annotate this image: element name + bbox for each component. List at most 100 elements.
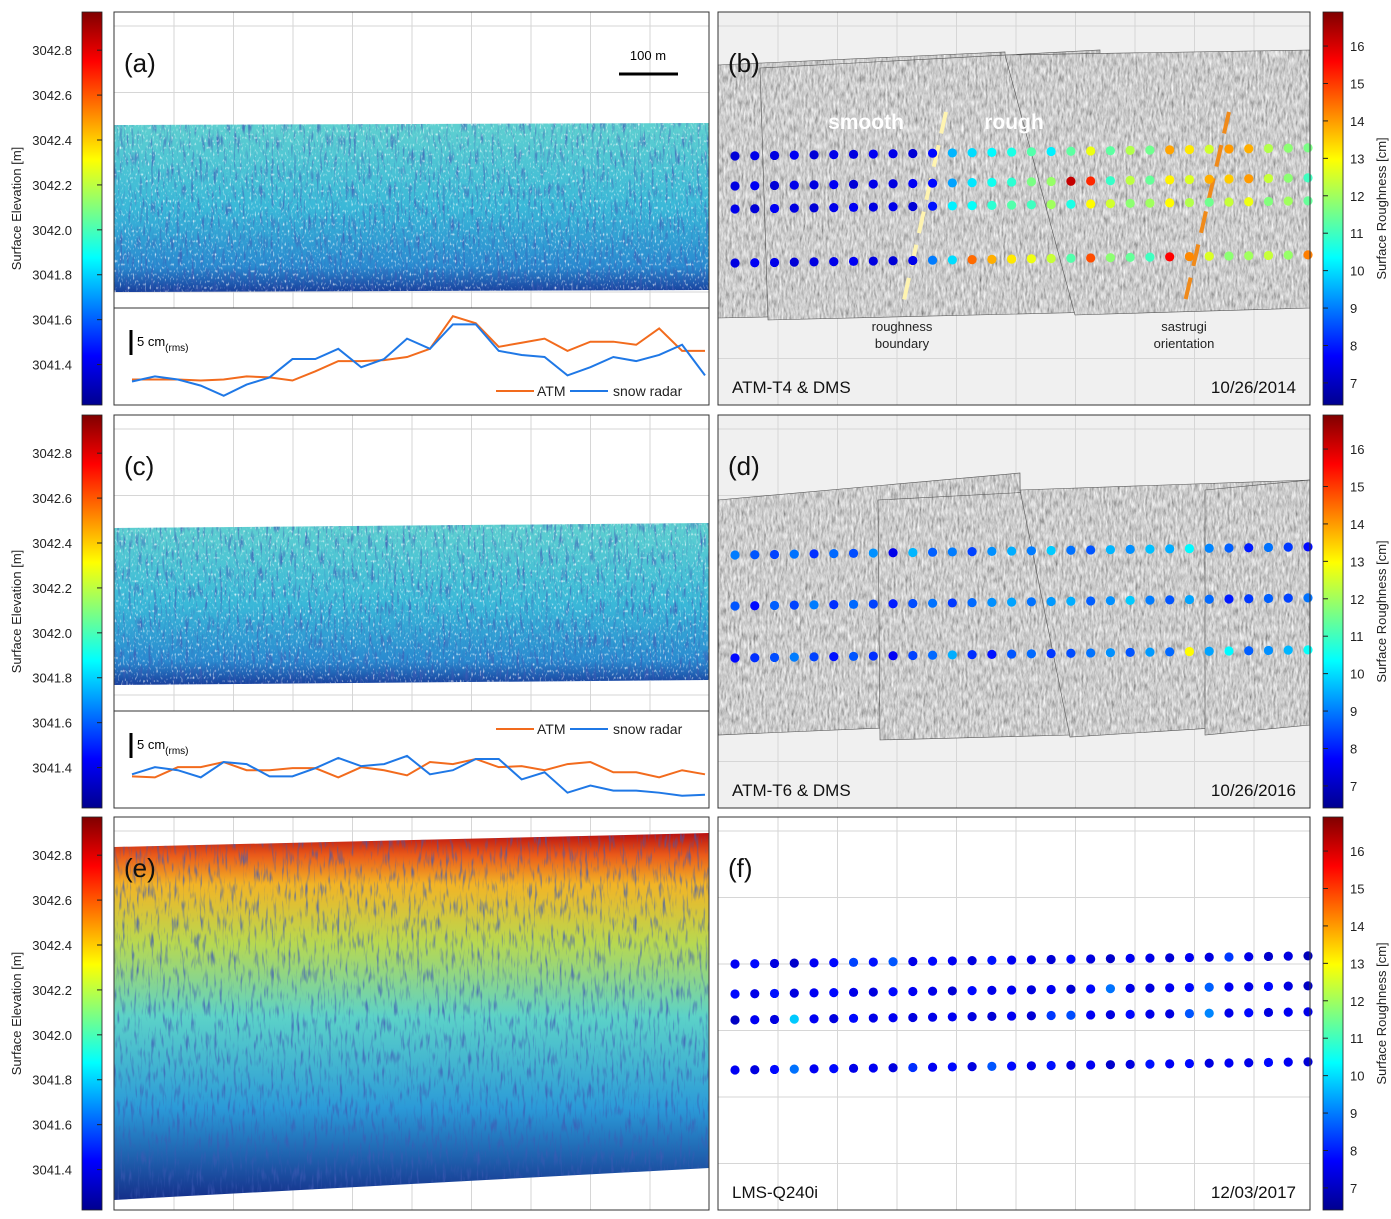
colorbar-tick-label: 13	[1350, 151, 1364, 166]
rms-scale-sub: (rms)	[165, 343, 188, 354]
roughness-dot	[1145, 1059, 1155, 1069]
roughness-dot	[947, 956, 957, 966]
colorbar-tick-label: 16	[1350, 844, 1364, 859]
roughness-dot	[1165, 647, 1175, 657]
colorbar-label: Surface Roughness [cm]	[1374, 942, 1389, 1084]
roughness-dot	[868, 548, 878, 558]
roughness-dot	[888, 256, 898, 266]
colorbar-tick-label: 3042.6	[32, 893, 72, 908]
roughness-dot	[987, 597, 997, 607]
roughness-dot	[1224, 543, 1234, 553]
roughness-dot	[967, 650, 977, 660]
roughness-dot	[1026, 147, 1036, 157]
roughness-dot	[769, 1014, 780, 1025]
roughness-dot	[1184, 1058, 1195, 1069]
roughness-dot	[769, 180, 780, 191]
roughness-dot	[1283, 645, 1293, 655]
roughness-dot	[1165, 252, 1175, 262]
roughness-dot	[967, 255, 977, 265]
colorbar-tick-label: 3041.8	[32, 671, 72, 686]
dms-image	[1005, 50, 1310, 315]
roughness-dot	[927, 201, 938, 211]
panel-frame	[717, 11, 1311, 406]
roughness-dot	[750, 1065, 760, 1075]
roughness-dot	[868, 651, 878, 661]
roughness-dot	[750, 653, 760, 663]
roughness-dot	[1184, 174, 1195, 185]
roughness-dot	[769, 600, 780, 611]
roughness-dot	[1165, 1009, 1175, 1019]
roughness-dot	[888, 1063, 898, 1073]
roughness-dot	[1184, 952, 1195, 963]
line-label: boundary	[875, 336, 930, 351]
roughness-dot	[1105, 1060, 1116, 1070]
roughness-dot	[1263, 981, 1274, 992]
roughness-dot	[789, 1064, 799, 1074]
roughness-dot	[769, 203, 780, 214]
roughness-dot	[1007, 1011, 1017, 1021]
colorbar-tick-label: 11	[1350, 1031, 1364, 1046]
roughness-dot	[868, 202, 878, 212]
roughness-dot	[1046, 199, 1056, 210]
roughness-dot	[809, 600, 819, 610]
colorbar-tick-label: 3042.4	[32, 536, 72, 551]
roughness-dot	[829, 1014, 839, 1024]
roughness-dot	[1086, 1060, 1096, 1070]
roughness-dot	[1165, 198, 1175, 208]
date-label: 10/26/2016	[1211, 781, 1296, 800]
colorbar-tick-label: 3041.6	[32, 1118, 72, 1133]
roughness-dot	[829, 988, 839, 998]
roughness-dot	[769, 652, 780, 663]
roughness-dot	[967, 1012, 977, 1022]
roughness-dot	[730, 204, 740, 214]
roughness-dot	[789, 1014, 799, 1024]
colorbar-tick-label: 3042.8	[32, 446, 72, 461]
roughness-dot	[888, 179, 898, 189]
panel-frame	[113, 816, 710, 1211]
roughness-dot	[829, 203, 839, 213]
roughness-dot	[848, 651, 859, 661]
roughness-dot	[1283, 542, 1293, 552]
roughness-dot	[809, 150, 819, 160]
scale-bar-label: 100 m	[630, 48, 666, 63]
roughness-dot	[1026, 955, 1036, 965]
roughness-dot	[1066, 176, 1076, 186]
colorbar-tick-label: 16	[1350, 442, 1364, 457]
roughness-dot	[908, 650, 918, 661]
roughness-dot	[1204, 543, 1214, 553]
roughness-dot	[908, 598, 918, 609]
elevation-texture	[114, 123, 709, 292]
roughness-dot	[1303, 542, 1313, 552]
roughness-dot	[848, 957, 859, 967]
roughness-dot	[1105, 1010, 1116, 1020]
roughness-dot	[1145, 595, 1155, 605]
legend-label: snow radar	[613, 721, 683, 737]
roughness-dot	[769, 549, 780, 560]
date-label: 10/26/2014	[1211, 378, 1296, 397]
roughness-dot	[1066, 984, 1076, 994]
colorbar-tick-label: 10	[1350, 667, 1364, 682]
roughness-dot	[750, 258, 760, 268]
roughness-dot	[789, 180, 799, 190]
roughness-dot	[1283, 173, 1293, 183]
colorbar-tick-label: 3042.4	[32, 938, 72, 953]
roughness-dot	[1184, 251, 1195, 262]
roughness-dot	[1263, 645, 1274, 656]
dms-image	[1205, 480, 1310, 735]
legend-label: ATM	[537, 721, 566, 737]
roughness-dot	[750, 989, 760, 999]
roughness-dot	[987, 649, 997, 659]
roughness-dot	[750, 601, 760, 611]
roughness-dot	[947, 178, 957, 188]
roughness-dot	[987, 955, 997, 965]
roughness-dot	[848, 548, 859, 558]
roughness-dot	[730, 653, 740, 663]
roughness-dot	[1046, 596, 1056, 607]
roughness-dot	[1105, 545, 1116, 555]
roughness-dot	[1086, 176, 1096, 186]
roughness-dot	[1184, 594, 1195, 605]
roughness-dot	[809, 180, 819, 190]
roughness-dot	[1066, 545, 1076, 555]
roughness-dot	[1184, 982, 1195, 993]
roughness-dot	[1263, 951, 1274, 962]
